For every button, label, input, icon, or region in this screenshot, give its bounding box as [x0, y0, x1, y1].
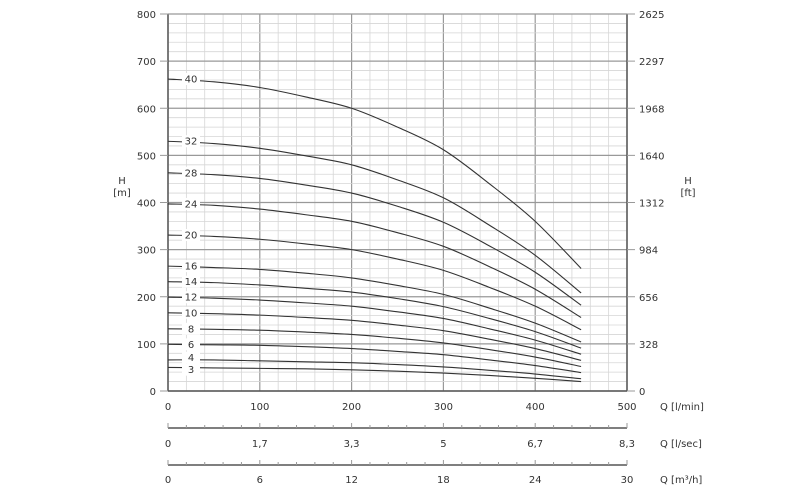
x-tick-label: 0: [165, 402, 171, 413]
y-tick-label-left: 400: [137, 199, 156, 210]
y-tick-label-right: 2297: [639, 57, 664, 68]
curve-label-bg: [182, 351, 200, 364]
curve-3: [167, 366, 582, 383]
x-tick-label: 5: [440, 439, 446, 450]
curve-40: [167, 78, 582, 269]
grid: [167, 13, 628, 392]
curve-label-12: 12: [185, 293, 198, 304]
curve-label-28: 28: [185, 168, 198, 179]
x-tick-label: 300: [434, 402, 453, 413]
x-tick-label: 0: [165, 439, 171, 450]
curve-4: [167, 359, 582, 380]
curve-label-bg: [182, 338, 200, 351]
x-axis-label-lsec: Q [l/sec]: [660, 439, 702, 450]
curve-label-40: 40: [185, 75, 198, 86]
y-tick-label-left: 800: [137, 10, 156, 21]
x-tick-label: 24: [529, 475, 542, 486]
x-tick-label: 1,7: [252, 439, 268, 450]
curve-label-24: 24: [185, 199, 198, 210]
curve-label-bg: [182, 166, 200, 179]
curve-label-bg: [182, 306, 200, 319]
curve-8: [167, 328, 582, 368]
x-tick-label: 200: [342, 402, 361, 413]
curve-label-14: 14: [185, 277, 198, 288]
y-tick-label-left: 700: [137, 57, 156, 68]
y-left-label-bottom: [m]: [113, 188, 131, 199]
x-axis-label-m3h: Q [m³/h]: [660, 475, 702, 486]
labels: 0100200300400500600700800032865698413121…: [137, 10, 665, 486]
curve-label-32: 32: [185, 137, 198, 148]
curve-label-bg: [182, 197, 200, 210]
y-tick-label-right: 984: [639, 246, 658, 257]
curve-label-20: 20: [185, 231, 198, 242]
x-tick-label: 400: [526, 402, 545, 413]
y-tick-label-right: 656: [639, 293, 658, 304]
x-tick-label: 18: [437, 475, 450, 486]
curve-12: [167, 296, 582, 355]
curve-6: [167, 343, 582, 374]
curves: [167, 78, 582, 383]
curve-28: [167, 172, 582, 306]
y-tick-label-right: 2625: [639, 10, 664, 21]
y-left-label-top: H: [118, 176, 126, 187]
curve-label-3: 3: [188, 365, 194, 376]
y-tick-label-left: 600: [137, 104, 156, 115]
curve-label-bg: [182, 275, 200, 288]
curve-10: [167, 312, 582, 361]
y-tick-label-right: 1312: [639, 199, 664, 210]
x-tick-label: 12: [345, 475, 358, 486]
x-tick-label: 100: [250, 402, 269, 413]
y-tick-label-right: 328: [639, 340, 658, 351]
y-tick-label-left: 100: [137, 340, 156, 351]
curve-label-bg: [182, 291, 200, 304]
curve-label-4: 4: [188, 353, 194, 364]
curve-label-bg: [182, 229, 200, 242]
y-right-label-top: H: [684, 176, 692, 187]
y-tick-label-left: 300: [137, 246, 156, 257]
curve-label-bg: [182, 135, 200, 148]
curve-label-10: 10: [185, 308, 198, 319]
curve-24: [167, 203, 582, 318]
axes: [160, 13, 635, 466]
x-tick-label: 30: [621, 475, 634, 486]
x-axis-label-lmin: Q [l/min]: [660, 402, 704, 413]
curve-label-bg: [182, 73, 200, 86]
x-tick-label: 3,3: [344, 439, 360, 450]
curve-label-bg: [182, 363, 200, 376]
curve-label-bg: [182, 322, 200, 335]
y-right-label-bottom: [ft]: [680, 188, 695, 199]
y-tick-label-left: 0: [150, 387, 156, 398]
curve-32: [167, 140, 582, 294]
y-tick-label-right: 0: [639, 387, 645, 398]
x-tick-label: 6: [257, 475, 263, 486]
curve-label-16: 16: [185, 262, 198, 273]
curve-label-bg: [182, 260, 200, 273]
y-tick-label-right: 1640: [639, 151, 664, 162]
curve-16: [167, 265, 582, 343]
x-tick-label: 6,7: [527, 439, 543, 450]
curve-14: [167, 281, 582, 349]
y-tick-label-right: 1968: [639, 104, 664, 115]
x-tick-label: 500: [617, 402, 636, 413]
curve-label-6: 6: [188, 340, 194, 351]
curve-label-8: 8: [188, 324, 194, 335]
x-tick-label: 8,3: [619, 439, 635, 450]
x-tick-label: 0: [165, 475, 171, 486]
y-tick-label-left: 500: [137, 151, 156, 162]
y-tick-label-left: 200: [137, 293, 156, 304]
curve-20: [167, 234, 582, 331]
